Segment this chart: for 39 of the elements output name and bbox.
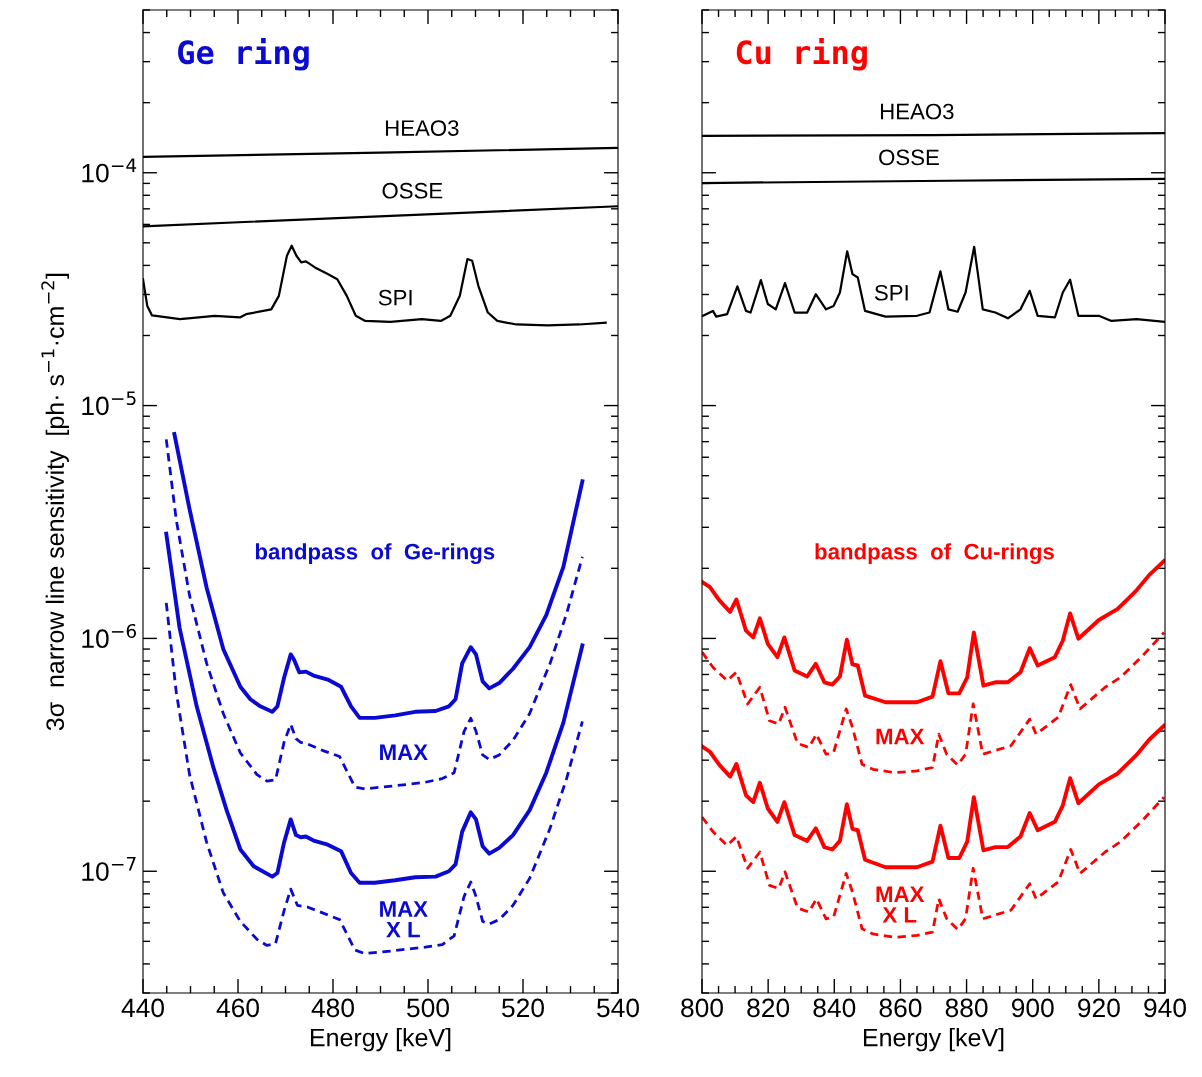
annotation: bandpass of Ge-rings — [255, 543, 495, 565]
y-tick-label: 10$^{−7}$ — [82, 857, 136, 881]
y-axis-title: 3σ narrow line sensitivity [ph· s$^{−1}$·cm$^{−2}$] — [41, 273, 69, 731]
x-tick-label: 920 — [1078, 998, 1120, 1018]
series-label: SPI — [378, 289, 412, 306]
x-tick-label: 520 — [502, 998, 544, 1018]
x-tick-label: 860 — [879, 998, 922, 1018]
x-tick-label: 480 — [311, 998, 354, 1018]
y-tick-label: 10$^{−6}$ — [82, 623, 137, 649]
x-tick-label: 440 — [121, 998, 164, 1018]
x-tick-label: 460 — [216, 998, 259, 1018]
series-label: HEAO3 — [880, 103, 954, 120]
y-tick-label: 10$^{−4}$ — [82, 158, 137, 183]
line-series — [164, 531, 585, 885]
x-tick-label: 880 — [945, 998, 988, 1018]
annotation: MAX X L — [380, 901, 428, 938]
series-label: OSSE — [879, 149, 939, 166]
x-tick-label: 900 — [1011, 998, 1054, 1018]
text: Ge ring — [178, 37, 309, 71]
series-label: SPI — [874, 284, 908, 301]
x-tick-label: 940 — [1144, 998, 1186, 1018]
text: Cu ring — [736, 37, 867, 71]
x-tick-label: 840 — [813, 998, 856, 1018]
x-axis-title: Energy [keV] — [863, 1028, 1004, 1052]
line-series — [164, 601, 584, 955]
y-tick-label: 10$^{−5}$ — [82, 391, 136, 416]
x-tick-label: 500 — [407, 998, 449, 1018]
x-tick-label: 820 — [747, 998, 790, 1018]
annotation: MAX — [380, 744, 428, 760]
series-label: HEAO3 — [385, 120, 459, 136]
x-tick-label: 800 — [681, 998, 723, 1018]
line-series — [172, 432, 585, 720]
x-axis-title: Energy [keV] — [310, 1028, 451, 1052]
series-label: OSSE — [382, 182, 443, 199]
annotation: MAX — [876, 728, 925, 745]
line-series — [164, 437, 584, 791]
annotation: bandpass of Cu-rings — [815, 543, 1054, 565]
annotation: MAX X L — [876, 886, 925, 923]
x-tick-label: 540 — [597, 998, 639, 1018]
